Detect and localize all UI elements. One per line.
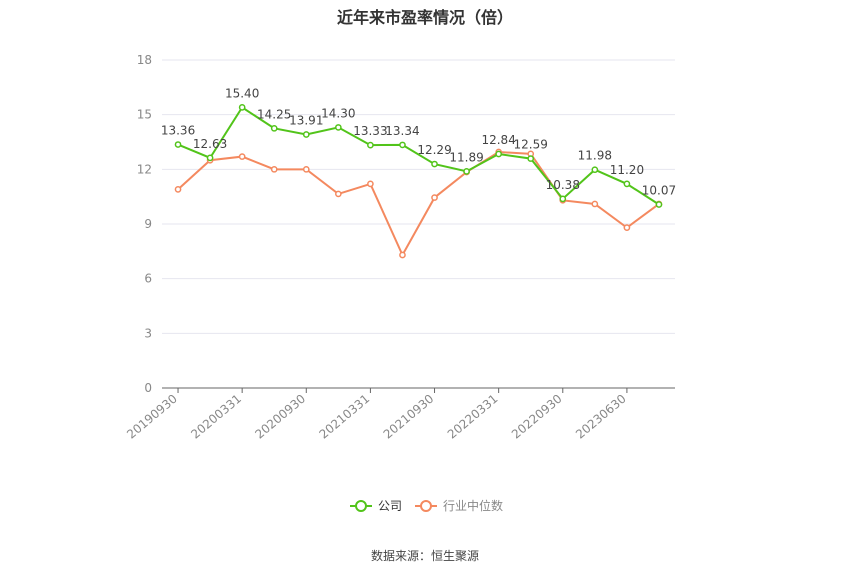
data-point <box>527 155 535 162</box>
source-note: 数据来源：恒生聚源 <box>370 549 479 563</box>
data-label: 11.20 <box>610 163 644 177</box>
data-label: 11.98 <box>578 149 612 163</box>
data-label: 10.38 <box>546 178 580 192</box>
y-tick-label: 12 <box>137 162 152 176</box>
y-tick-label: 6 <box>144 272 152 286</box>
y-tick-label: 0 <box>144 381 152 395</box>
data-point <box>431 194 438 201</box>
data-label: 14.25 <box>257 107 291 121</box>
x-tick-label: 20220331 <box>445 392 501 442</box>
data-point <box>399 251 406 259</box>
data-label: 12.84 <box>481 133 515 147</box>
data-label: 14.30 <box>321 106 355 120</box>
legend[interactable]: 公司 行业中位数 <box>350 498 503 513</box>
data-label: 13.34 <box>385 124 419 138</box>
data-point <box>559 195 567 203</box>
data-label: 12.63 <box>193 137 227 151</box>
data-label: 12.59 <box>514 138 548 152</box>
data-label: 12.29 <box>417 143 451 157</box>
data-point <box>399 141 406 149</box>
data-point <box>174 186 182 193</box>
data-point <box>495 150 503 158</box>
series-line <box>177 105 660 206</box>
data-label: 13.91 <box>289 114 323 128</box>
y-tick-label: 3 <box>144 326 152 340</box>
data-point <box>623 180 631 188</box>
data-point <box>367 141 374 149</box>
series-lines <box>174 104 663 259</box>
data-point <box>431 160 438 168</box>
data-point <box>334 190 342 198</box>
x-tick-label: 20210930 <box>381 392 437 442</box>
x-tick-label: 20230630 <box>573 392 629 442</box>
data-point <box>238 153 246 160</box>
data-point <box>302 165 310 173</box>
x-tick-label: 20190930 <box>124 392 180 442</box>
data-label: 15.40 <box>225 86 259 100</box>
y-tick-label: 9 <box>144 217 152 231</box>
x-tick-label: 20200930 <box>252 392 308 442</box>
x-tick-label: 20200331 <box>188 392 244 442</box>
data-label: 13.36 <box>161 124 195 138</box>
legend-item[interactable]: 行业中位数 <box>415 498 503 513</box>
legend-label: 行业中位数 <box>443 498 503 513</box>
data-label: 11.89 <box>449 150 483 164</box>
data-point <box>302 131 310 138</box>
data-point <box>238 104 246 111</box>
data-point <box>591 200 599 208</box>
series-line <box>177 151 660 258</box>
data-point <box>270 165 278 173</box>
data-label: 13.33 <box>353 124 387 138</box>
data-point <box>206 154 214 162</box>
data-point <box>591 166 599 174</box>
y-tick-label: 15 <box>137 108 152 122</box>
chart-title: 近年来市盈率情况（倍） <box>336 8 513 27</box>
x-tick-label: 20210331 <box>317 392 373 442</box>
y-tick-label: 18 <box>137 53 152 67</box>
legend-label: 公司 <box>378 499 402 513</box>
legend-swatch-marker <box>355 500 367 512</box>
data-point <box>367 180 374 188</box>
data-label: 10.07 <box>642 184 676 198</box>
legend-swatch-marker <box>420 500 432 512</box>
data-point <box>655 201 663 208</box>
x-tick-label: 20220930 <box>509 392 565 442</box>
data-point <box>334 124 342 131</box>
data-point <box>270 124 278 132</box>
legend-item[interactable]: 公司 <box>350 499 402 513</box>
data-point <box>463 167 470 175</box>
grid-lines <box>162 59 675 334</box>
data-point <box>174 141 182 148</box>
data-point <box>623 224 631 231</box>
